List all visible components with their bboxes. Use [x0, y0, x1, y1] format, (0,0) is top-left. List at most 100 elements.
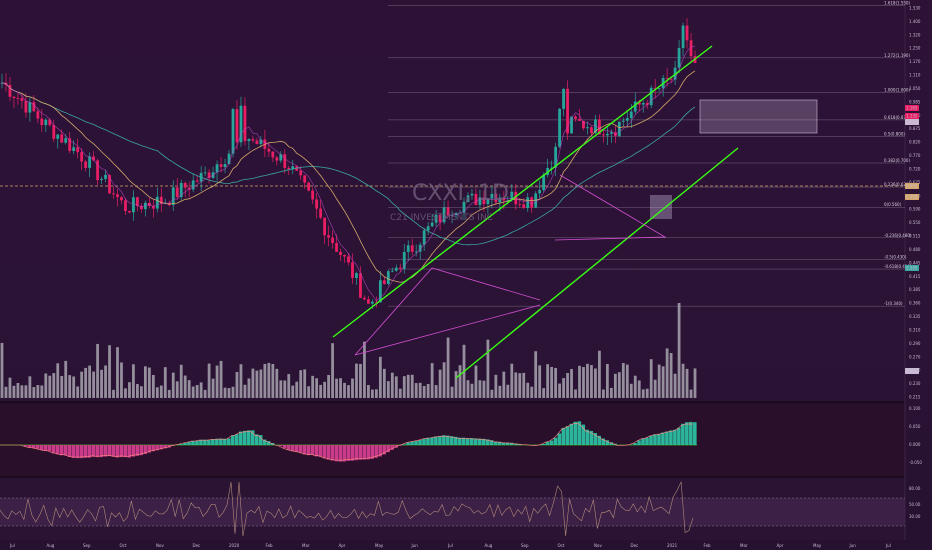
volume-bar — [52, 373, 55, 398]
macd-histogram-bar — [362, 445, 366, 460]
fib-label: -0.5(0.430) — [884, 255, 907, 260]
volume-bar — [375, 389, 378, 398]
time-tick-label: Jun — [411, 543, 419, 548]
volume-bar — [407, 375, 410, 398]
price-label-text: 1.160 — [906, 119, 918, 124]
volume-bar — [88, 366, 91, 398]
price-labels: 1.1651.1351.1600.9850.9390.5950.240 — [905, 105, 919, 374]
volume-bar — [17, 383, 20, 398]
macd-histogram-bar — [295, 445, 299, 452]
candle-body — [359, 273, 362, 298]
candle-body — [355, 273, 358, 278]
volume-bar — [204, 390, 207, 398]
volume-bar — [614, 374, 617, 398]
target-zone-box[interactable] — [700, 100, 817, 133]
volume-bar — [160, 386, 163, 398]
volume-bar — [92, 372, 95, 398]
candle-body — [100, 179, 103, 180]
candle-body — [518, 204, 521, 205]
candle-body — [391, 271, 394, 272]
candle-body — [379, 280, 382, 302]
macd-histogram-bar — [235, 434, 239, 445]
candle-body — [431, 223, 434, 227]
rsi-tick-label: 80.00 — [909, 486, 921, 491]
candle-body — [323, 218, 326, 235]
breakout-zone-box[interactable] — [650, 195, 672, 219]
macd-histogram-bar — [92, 445, 96, 457]
macd-histogram-bar — [123, 445, 127, 457]
volume-bar — [650, 359, 653, 398]
volume-bar — [367, 385, 370, 398]
macd-histogram-bar — [211, 439, 215, 445]
candle-body — [252, 139, 255, 140]
candle-body — [80, 152, 83, 161]
volume-bar — [554, 368, 557, 398]
candle-body — [367, 299, 370, 303]
candle-body — [626, 118, 629, 121]
volume-bar — [618, 372, 621, 398]
volume-bar — [128, 382, 131, 398]
macd-histogram-bar — [219, 439, 223, 445]
volume-bar — [299, 370, 302, 398]
volume-bar — [104, 366, 107, 398]
macd-histogram-bar — [227, 438, 231, 445]
candle-body — [13, 97, 16, 98]
macd-histogram-bar — [100, 445, 104, 457]
price-tick-label: 0.515 — [909, 234, 921, 239]
volume-bar — [68, 375, 71, 398]
volume-bar — [494, 375, 497, 398]
volume-bar — [419, 383, 422, 398]
volume-bar — [323, 382, 326, 398]
volume-bar — [172, 373, 175, 398]
fib-levels: 1.618(1.550)1.272(1.190)1.000(1.000)0.61… — [388, 0, 912, 306]
macd-tick-label: -0.050 — [909, 460, 922, 465]
volume-bar — [662, 366, 665, 398]
macd-histogram-bar — [231, 435, 235, 445]
macd-histogram-bar — [418, 440, 422, 445]
macd-histogram-bar — [108, 445, 112, 456]
candle-body — [17, 98, 20, 99]
volume-bar — [220, 361, 223, 398]
volume-bar — [291, 386, 294, 398]
volume-bar — [180, 365, 183, 398]
volume-bar — [156, 387, 159, 398]
channel-upper-line[interactable] — [333, 46, 712, 337]
volume-bar — [638, 380, 641, 398]
volume-bar — [654, 380, 657, 398]
volume-bar — [112, 390, 115, 398]
macd-histogram-bar — [311, 445, 315, 455]
time-axis[interactable]: Jul Aug Sep Oct Nov Dec 2020 Feb Mar Apr May Jun Jul… — [9, 543, 891, 548]
triangle-pattern-2[interactable] — [555, 175, 665, 240]
candle-body — [331, 238, 334, 243]
volume-bar — [578, 366, 581, 398]
volume-bar — [335, 379, 338, 398]
time-tick-label: Feb — [266, 543, 274, 548]
volume-bar — [21, 385, 24, 398]
volume-bar — [403, 376, 406, 398]
rsi-tick-label: 30.00 — [909, 514, 921, 519]
volume-bar — [24, 385, 27, 398]
candle-body — [642, 103, 645, 105]
volume-bar — [451, 387, 454, 398]
candle-body — [538, 190, 541, 193]
volume-bar — [168, 390, 171, 398]
price-axis[interactable]: 1.530 1.400 1.320 1.250 1.170 1.110 1.050 0.985… — [909, 6, 922, 520]
macd-histogram-bar — [474, 438, 478, 445]
macd-histogram-bar — [291, 445, 295, 451]
volume-bar — [510, 364, 513, 398]
volume-bar — [642, 389, 645, 398]
candle-body — [407, 245, 410, 252]
volume-bar — [248, 378, 251, 398]
candle-body — [347, 256, 350, 262]
volume-bar — [379, 357, 382, 398]
macd-histogram-bar — [339, 445, 343, 462]
macd-histogram-bar — [287, 445, 291, 450]
macd-histogram-bar — [40, 445, 44, 450]
time-tick-label: Mar — [740, 543, 748, 548]
volume-bar — [152, 375, 155, 398]
candle-body — [72, 147, 75, 151]
volume-bar — [506, 385, 509, 398]
macd-histogram-bar — [570, 424, 574, 445]
candle-body — [363, 298, 366, 300]
